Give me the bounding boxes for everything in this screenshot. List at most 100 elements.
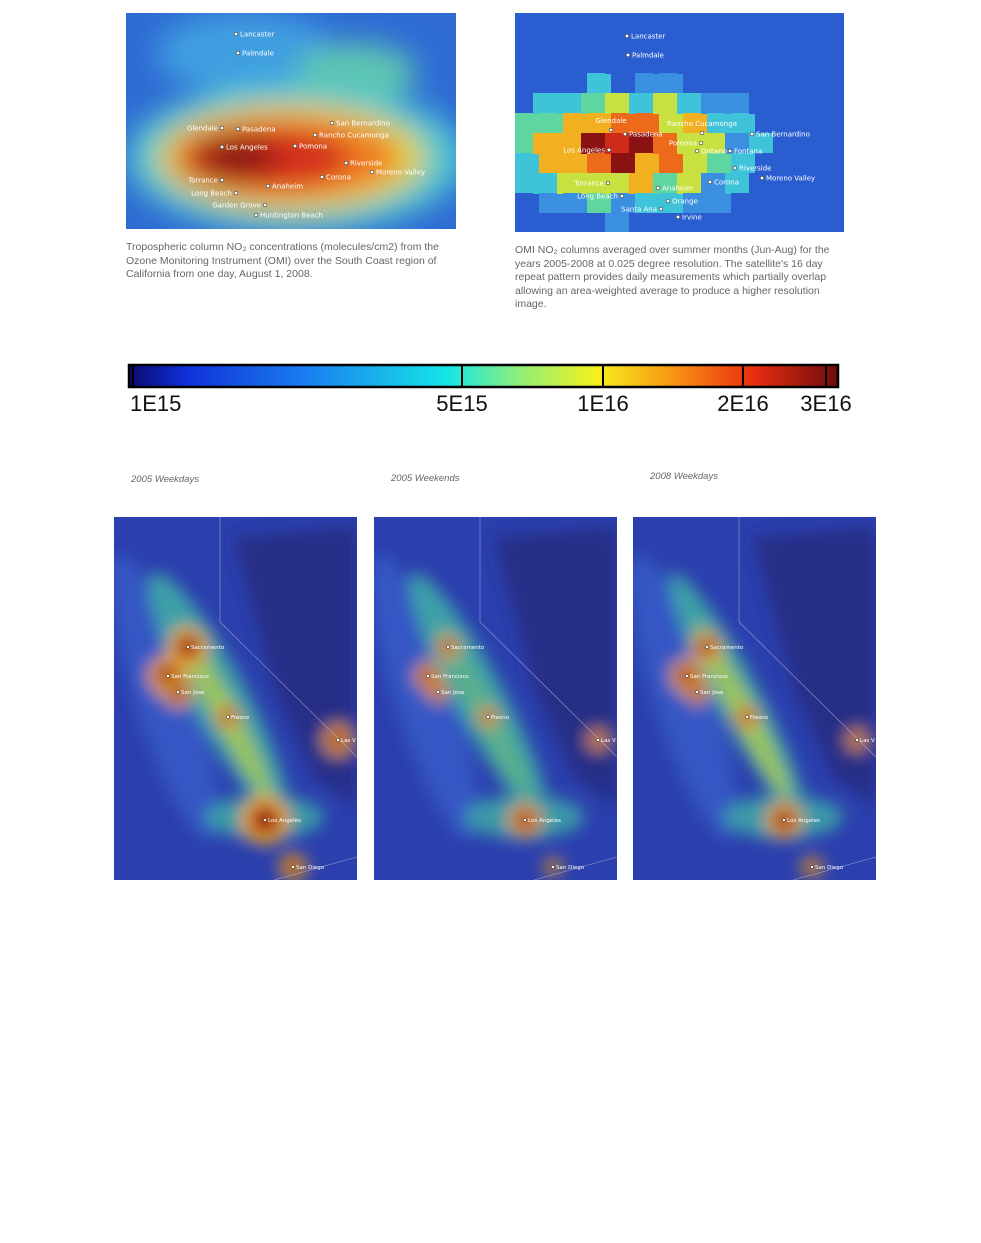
map-cell <box>605 93 631 114</box>
map-cell <box>581 13 607 34</box>
map-cell <box>659 33 685 54</box>
colorbar-label: 5E15 <box>436 391 487 416</box>
city-label: Glendale <box>187 125 218 133</box>
map-cell <box>779 33 805 54</box>
city-dot <box>749 131 755 137</box>
map-cell <box>749 93 775 114</box>
map-cell <box>707 113 733 134</box>
map-cell <box>539 113 565 134</box>
city-label: Glendale <box>595 117 626 125</box>
map-cell <box>635 113 661 134</box>
map-cell <box>803 73 829 94</box>
map-cell <box>653 93 679 114</box>
map-cell <box>557 53 583 74</box>
map-title: 2005 Weekends <box>391 473 460 484</box>
map-cell <box>515 133 535 154</box>
city-label: Los Angeles <box>563 147 605 155</box>
map-cell <box>779 153 805 174</box>
map-cell <box>701 93 727 114</box>
city-label: San Diego <box>556 865 585 871</box>
map-cell <box>563 73 589 94</box>
map-cell <box>515 33 541 54</box>
map-cell <box>653 133 679 154</box>
city-label: Long Beach <box>191 190 232 198</box>
map-cell <box>725 53 751 74</box>
map-cell <box>683 153 709 174</box>
map-layer <box>374 527 617 876</box>
city-label: Sacramento <box>710 645 744 651</box>
map-cell <box>725 213 751 232</box>
map-cell <box>731 113 757 134</box>
map-cell <box>701 133 727 154</box>
map-cell <box>677 173 703 194</box>
map-cell <box>581 133 607 154</box>
city-dot <box>235 50 241 56</box>
map-cell <box>557 173 583 194</box>
city-dot <box>675 214 681 220</box>
city-label: Long Beach <box>577 193 618 201</box>
map-cell <box>725 173 751 194</box>
map-cell <box>539 193 565 214</box>
map-cell <box>749 13 775 34</box>
map-cell <box>701 173 727 194</box>
map-cell <box>797 53 823 74</box>
map-cell <box>581 93 607 114</box>
city-label: Fresno <box>491 715 510 721</box>
map-cell <box>701 13 727 34</box>
map-cell <box>731 193 757 214</box>
city-dot <box>695 690 699 694</box>
city-label: Torrance <box>187 177 218 185</box>
map-cell <box>827 113 844 134</box>
city-dot <box>625 52 631 58</box>
map-cell <box>677 133 703 154</box>
map-cell <box>773 213 799 232</box>
city-dot <box>699 130 705 136</box>
city-label: San Diego <box>815 865 844 871</box>
map-cell <box>533 133 559 154</box>
city-label: Palmdale <box>632 52 664 60</box>
map-cell <box>653 213 679 232</box>
map-title: 2005 Weekdays <box>131 474 199 485</box>
map-cell <box>683 73 709 94</box>
caption-left: Tropospheric column NO₂ concentrations (… <box>126 241 439 280</box>
city-dot <box>343 160 349 166</box>
map-cell <box>827 193 844 214</box>
map-cell <box>725 93 751 114</box>
map-left <box>126 13 456 229</box>
map-cell <box>725 13 751 34</box>
city-label: Fontana <box>734 148 762 156</box>
map-cell <box>587 73 613 94</box>
city-dot <box>226 715 230 719</box>
map-cell <box>563 33 589 54</box>
city-dot <box>727 148 733 154</box>
map-cell <box>515 193 541 214</box>
city-label: Sacramento <box>191 645 225 651</box>
city-dot <box>605 180 611 186</box>
map-cell <box>821 213 844 232</box>
city-dot <box>658 206 664 212</box>
map-cell <box>605 53 631 74</box>
map-cell <box>749 133 775 154</box>
city-label: Los Angeles <box>787 818 820 824</box>
city-label: Los Angeles <box>528 818 561 824</box>
city-label: San Francisco <box>690 674 728 680</box>
map-cell <box>533 213 559 232</box>
city-label: Pomona <box>299 143 327 151</box>
city-dot <box>745 715 749 719</box>
map-cell <box>515 53 535 74</box>
map-cell <box>533 53 559 74</box>
city-label: Sacramento <box>451 645 485 651</box>
map-cell <box>563 113 589 134</box>
city-dot <box>436 690 440 694</box>
map-cell <box>803 33 829 54</box>
map-cell <box>605 13 631 34</box>
map-cell <box>611 193 637 214</box>
desert <box>494 527 617 807</box>
map-cell <box>539 33 565 54</box>
map-cell <box>797 133 823 154</box>
map-cell <box>773 133 799 154</box>
city-dot <box>622 131 628 137</box>
city-dot <box>685 674 689 678</box>
